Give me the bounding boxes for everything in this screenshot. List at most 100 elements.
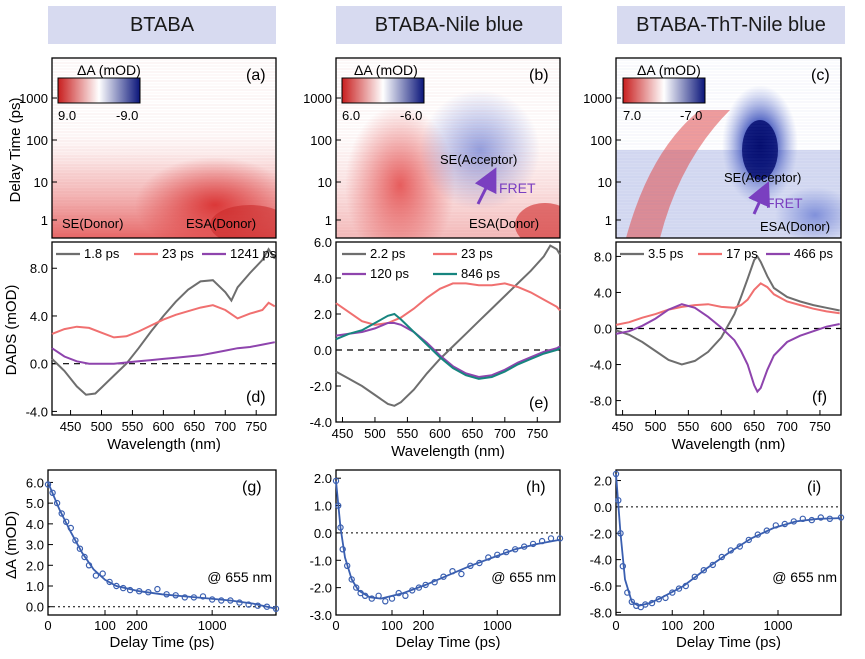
panel-label-a: (a)	[246, 67, 266, 84]
xtick-label: 550	[397, 426, 419, 441]
colorbar-a-max: 9.0	[58, 108, 76, 123]
dads-panel-f: -8.0 -4.0 0.0 4.0 8.0 450 500 550 600 650 700 750 3.…	[590, 241, 842, 453]
ytick-label: -4.0	[310, 415, 332, 430]
xtick-label: 550	[678, 419, 700, 434]
legend-label: 120 ps	[370, 266, 410, 281]
data-point	[154, 585, 161, 593]
colorbar-b: ΔA (mOD) 6.0 -6.0	[341, 62, 425, 123]
panel-label: (g)	[242, 479, 262, 496]
heatmap-ytick-label: 100	[310, 133, 332, 148]
series-line-120-ps	[335, 322, 561, 379]
ytick-label: 2.0	[314, 307, 332, 322]
data-point	[700, 567, 708, 574]
data-point	[199, 593, 207, 600]
xtick-label: 650	[183, 419, 205, 434]
data-point	[556, 535, 564, 542]
xtick-label: 750	[245, 419, 267, 434]
panel-label: (h)	[526, 479, 546, 496]
ytick-label: 8.0	[30, 261, 48, 276]
colorbar-c-label: ΔA (mOD)	[637, 62, 701, 78]
heatmap-a	[52, 58, 276, 238]
kinetics-panel-i: -8.0 -6.0 -4.0 -2.0 0.0 2.0 0 100 200 1000 @ 655 n…	[590, 469, 845, 651]
ytick-label: 1.0	[314, 499, 332, 514]
heatmap-a-frame	[51, 57, 277, 239]
series-line-2.2-ps	[335, 244, 561, 407]
series-line-3.5-ps	[615, 254, 840, 366]
colorbar-c-max: 7.0	[623, 108, 641, 123]
ytick-label: 0.0	[26, 600, 44, 615]
data-point	[44, 481, 52, 488]
heatmap-b-frame	[335, 57, 561, 239]
ytick-label: -4.0	[590, 553, 612, 568]
ytick-label: 3.0	[26, 538, 44, 553]
data-point	[718, 553, 726, 561]
xtick-label: 100	[94, 618, 116, 633]
heatmap-b	[336, 58, 560, 238]
legend-label: 846 ps	[461, 266, 501, 281]
ytick-label: 2.0	[594, 474, 612, 489]
xtick-label: 100	[661, 618, 683, 633]
ytick-label: 0.0	[314, 343, 332, 358]
xtick-label: 0	[332, 618, 339, 633]
ytick-label: -1.0	[310, 553, 332, 568]
dads-panel-d: -4.0 0.0 4.0 8.0 450 500 550 600 650 700 750 1.8 ps…	[26, 241, 277, 453]
xtick-label: 500	[645, 419, 667, 434]
heatmap-ytick-label: 100	[26, 133, 48, 148]
data-point	[353, 584, 360, 591]
heatmap-ytick-label: 1	[325, 213, 332, 228]
legend-label: 23 ps	[162, 246, 194, 261]
xtick-label: 600	[710, 419, 732, 434]
xtick-label: 450	[60, 419, 82, 434]
axis-label-delta-a: ΔA (mOD)	[3, 511, 20, 579]
fit-curve	[615, 473, 842, 607]
fit-curve	[47, 482, 277, 610]
heatmap-ytick-label: 1	[41, 213, 48, 228]
dads-panel-e: -4.0 -2.0 0.0 2.0 4.0 6.0 450 500 550 600 650 700 75…	[310, 235, 561, 460]
data-point	[58, 510, 65, 517]
panel-label: (d)	[246, 389, 266, 406]
ytick-label: -4.0	[26, 404, 48, 419]
legend-label: 2.2 ps	[370, 246, 406, 261]
panel-title-btaba: BTABA	[48, 6, 276, 44]
xtick-label: 750	[809, 419, 831, 434]
data-point	[92, 572, 100, 579]
annot-fret-c: FRET	[766, 195, 803, 211]
xtick-label: 500	[364, 426, 386, 441]
ytick-label: -2.0	[310, 581, 332, 596]
ytick-label: 4.0	[26, 517, 44, 532]
annot-se-acceptor-c: SE(Acceptor)	[724, 170, 801, 185]
xtick-label: 0	[612, 618, 619, 633]
annot-se-acceptor-b: SE(Acceptor)	[440, 152, 517, 167]
panel-label: (f)	[812, 389, 827, 406]
colorbar-a-min: -9.0	[116, 108, 138, 123]
xtick-label: 450	[612, 419, 634, 434]
xaxis-label: Wavelength (nm)	[391, 443, 505, 460]
legend-label: 17 ps	[726, 246, 758, 261]
annot-fret-b: FRET	[499, 180, 536, 196]
fret-arrow-b	[474, 167, 497, 205]
legend-label: 3.5 ps	[648, 246, 684, 261]
fit-curve	[335, 480, 561, 600]
annot-se-donor: SE(Donor)	[62, 216, 123, 231]
colorbar-c: ΔA (mOD) 7.0 -7.0	[622, 62, 706, 123]
ytick-label: -2.0	[590, 526, 612, 541]
colorbar-b-max: 6.0	[342, 108, 360, 123]
xaxis-label: Delay Time (ps)	[109, 634, 214, 651]
ytick-label: -3.0	[310, 608, 332, 623]
xtick-label: 1000	[483, 618, 512, 633]
xtick-label: 0	[44, 618, 51, 633]
legend-label: 23 ps	[461, 246, 493, 261]
data-point	[72, 537, 79, 544]
ytick-label: 4.0	[314, 271, 332, 286]
colorbar-c-min: -7.0	[680, 108, 702, 123]
xtick-label: 600	[429, 426, 451, 441]
xaxis-label: Delay Time (ps)	[676, 634, 781, 651]
plot-frame	[47, 469, 277, 616]
xaxis-label: Wavelength (nm)	[672, 436, 786, 453]
xtick-label: 1000	[198, 618, 227, 633]
wavelength-annotation: @ 655 nm	[491, 569, 556, 585]
ytick-label: 0.0	[594, 500, 612, 515]
data-point	[675, 585, 683, 592]
data-point	[245, 601, 252, 608]
